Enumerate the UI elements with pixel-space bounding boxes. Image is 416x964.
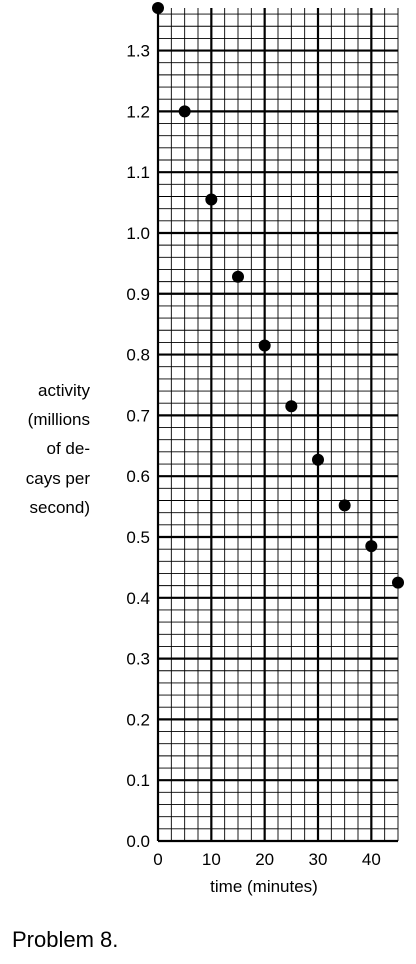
y-tick-label: 0.4 <box>126 589 150 608</box>
y-tick-label: 1.2 <box>126 102 150 121</box>
y-tick-label: 0.9 <box>126 285 150 304</box>
y-tick-label: 0.3 <box>126 650 150 669</box>
y-axis-label-line: (millions <box>27 410 90 429</box>
y-tick-labels: 0.0 0.1 0.2 0.3 0.4 0.5 0.6 0.7 0.8 0.9 1.0 1.1 1.2 1… <box>126 42 150 851</box>
data-point <box>285 400 298 413</box>
x-tick-label: 30 <box>309 850 328 869</box>
x-tick-label: 0 <box>153 850 162 869</box>
grid <box>156 8 399 843</box>
y-tick-label: 0.1 <box>126 771 150 790</box>
x-tick-label: 10 <box>202 850 221 869</box>
y-tick-label: 1.3 <box>126 42 150 61</box>
y-axis-label-line: second) <box>29 498 90 517</box>
y-tick-label: 0.2 <box>126 710 150 729</box>
y-axis-label-line: cays per <box>25 469 90 488</box>
y-axis-label-line: activity <box>38 381 90 400</box>
y-tick-label: 0.8 <box>126 346 150 365</box>
y-tick-label: 0.7 <box>126 406 150 425</box>
x-tick-labels: 0 10 20 30 40 <box>153 850 381 869</box>
data-point <box>232 270 244 283</box>
y-tick-label: 0.0 <box>126 832 150 851</box>
data-point <box>392 576 404 589</box>
data-point <box>258 339 271 352</box>
y-tick-label: 0.6 <box>126 467 150 486</box>
problem-caption: Problem 8. <box>12 927 119 952</box>
x-tick-label: 40 <box>362 850 381 869</box>
y-tick-label: 1.1 <box>126 163 150 182</box>
data-points <box>152 2 404 589</box>
x-axis-label: time (minutes) <box>210 877 318 896</box>
data-point <box>205 193 218 206</box>
data-point <box>152 2 164 14</box>
data-point <box>338 499 351 512</box>
y-tick-label: 1.0 <box>126 224 150 243</box>
data-point <box>365 540 378 553</box>
data-point <box>178 105 191 118</box>
y-axis-label-line: of de- <box>46 439 90 458</box>
y-tick-label: 0.5 <box>126 528 150 547</box>
data-point <box>312 453 324 466</box>
x-tick-label: 20 <box>255 850 274 869</box>
